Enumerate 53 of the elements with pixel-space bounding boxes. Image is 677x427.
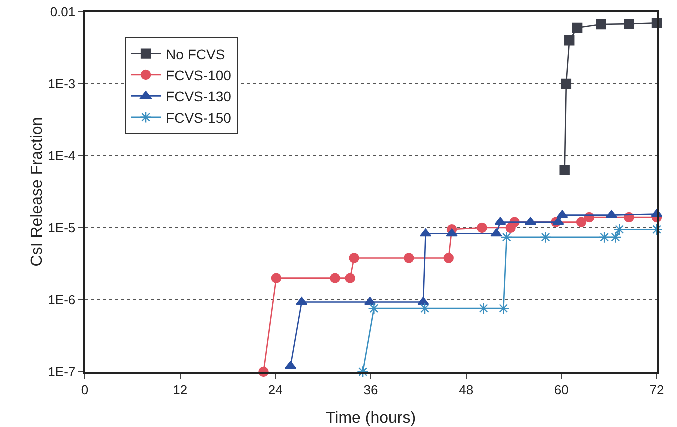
point	[540, 231, 552, 244]
y-tick-label: 1E-4	[48, 148, 76, 164]
point	[420, 228, 432, 237]
legend-label: FCVS-150	[166, 110, 232, 126]
x-tick-label: 48	[459, 382, 474, 398]
y-tick-label: 1E-5	[48, 220, 76, 236]
point	[446, 228, 458, 237]
y-tick-label: 1E-6	[48, 292, 76, 308]
point	[404, 253, 414, 264]
point	[596, 19, 606, 30]
x-tick-label: 72	[650, 382, 664, 398]
legend-label: FCVS-130	[166, 88, 232, 105]
point	[560, 165, 570, 176]
point	[418, 297, 430, 306]
y-axis-title: CsI Release Fraction	[29, 117, 46, 267]
y-tick-label: 0.01	[50, 4, 76, 20]
point	[477, 222, 488, 234]
point	[556, 210, 568, 218]
point	[561, 78, 572, 90]
point	[330, 273, 340, 284]
y-tick-label: 1E-7	[48, 364, 76, 380]
point	[444, 253, 454, 264]
point	[564, 36, 575, 46]
legend-label: FCVS-100	[166, 67, 232, 84]
point	[490, 228, 502, 237]
point	[357, 366, 370, 378]
point	[419, 302, 432, 315]
point	[524, 217, 536, 226]
point	[624, 18, 634, 30]
point	[500, 231, 513, 244]
point	[498, 302, 510, 315]
point	[576, 217, 587, 228]
x-tick-label: 60	[554, 382, 569, 398]
x-tick-label: 36	[364, 382, 378, 398]
point	[614, 224, 626, 236]
x-axis-title: Time (hours)	[326, 410, 416, 427]
point	[271, 273, 282, 284]
point	[572, 22, 583, 34]
y-tick-label: 1E-3	[48, 76, 76, 92]
x-tick-label: 24	[268, 382, 283, 398]
point	[368, 302, 380, 315]
point	[610, 231, 622, 244]
point	[345, 273, 356, 284]
legend-label: No FCVS	[166, 46, 226, 62]
point	[349, 253, 360, 264]
point	[552, 217, 564, 226]
point	[478, 302, 490, 315]
x-tick-label: 0	[81, 382, 89, 398]
point	[651, 224, 663, 236]
x-tick-label: 12	[173, 382, 188, 398]
point	[598, 231, 611, 244]
point	[494, 217, 506, 226]
point	[296, 297, 308, 306]
